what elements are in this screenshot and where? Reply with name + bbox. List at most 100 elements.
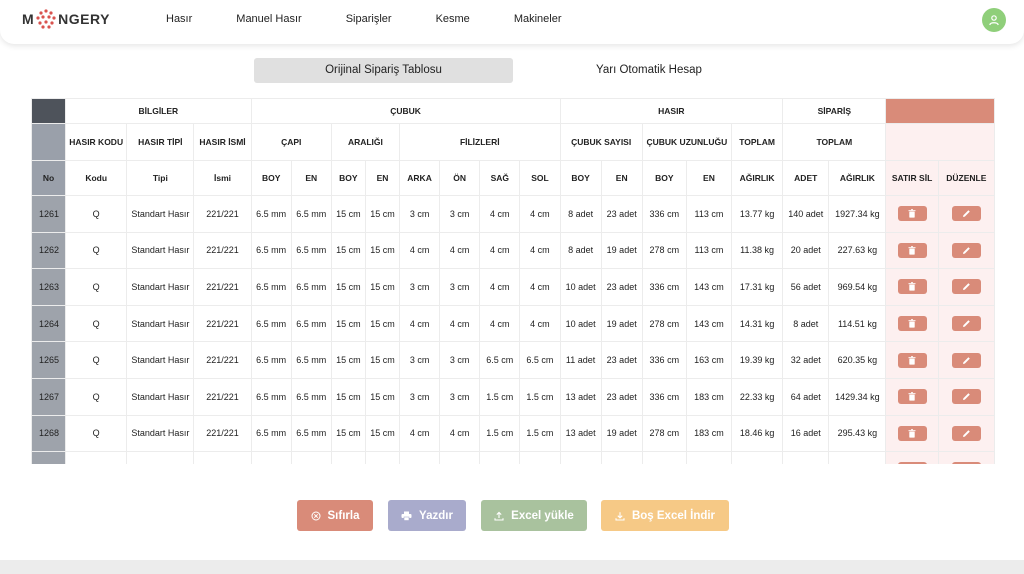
table-cell: 8 adet [559, 195, 602, 233]
delete-row-button[interactable] [897, 352, 927, 368]
table-cell: 295.43 kg [828, 414, 887, 453]
edit-row-button[interactable] [951, 425, 981, 441]
delete-row-button[interactable] [897, 279, 927, 295]
table-cell: 6.5 mm [290, 268, 332, 306]
column-header-cap-boy: BOY [250, 160, 292, 196]
table-cell: 19 adet [600, 414, 643, 453]
table-cell: 8 adet [559, 231, 602, 270]
table-cell: 788 adet [782, 451, 830, 464]
table-cell: 221/221 [193, 231, 252, 270]
table-cell: 221/221 [193, 377, 252, 416]
edit-row-button[interactable] [951, 242, 981, 258]
edit-row-button[interactable] [951, 279, 981, 295]
table-cell: 278 cm [641, 414, 687, 453]
table-cell: 4 cm [519, 195, 561, 233]
tab-orijinal-siparis-tablosu[interactable]: Orijinal Sipariş Tablosu [254, 58, 513, 83]
table-cell: 6.5 mm [250, 195, 292, 233]
trash-icon [908, 246, 916, 255]
delete-row-button[interactable] [897, 425, 927, 441]
table-cell: 23 adet [600, 341, 643, 379]
table-cell: 6.5 mm [290, 195, 332, 233]
printer-icon [401, 511, 412, 521]
edit-row-button[interactable] [951, 316, 981, 332]
nav-item-makineler[interactable]: Makineler [513, 13, 562, 25]
brand-logo[interactable]: M NGERY [22, 6, 110, 32]
table-cell: 56 adet [782, 268, 830, 306]
column-header-kodu: Kodu [65, 160, 128, 196]
delete-cell [885, 304, 939, 343]
delete-row-button[interactable] [897, 206, 927, 222]
column-header-satir-sil: SATIR SİL [885, 160, 939, 196]
row-number-cell: 1261 [31, 195, 67, 233]
brand-name-right: NGERY [58, 11, 110, 27]
edit-row-button[interactable] [951, 352, 981, 368]
delete-row-button[interactable] [897, 389, 927, 405]
table-cell [439, 451, 481, 464]
nav-item-manuel-hasir[interactable]: Manuel Hasır [236, 13, 302, 25]
table-cell: 8 adet [782, 304, 830, 343]
edit-row-button[interactable] [951, 462, 981, 464]
delete-row-button[interactable] [897, 462, 927, 464]
subheader-siparis-toplam: TOPLAM [782, 123, 887, 161]
reset-button[interactable]: Sıfırla [297, 500, 373, 531]
table-cell: 6.5 mm [250, 231, 292, 270]
edit-row-button[interactable] [951, 206, 981, 222]
delete-row-button[interactable] [897, 242, 927, 258]
user-icon [989, 15, 999, 26]
edit-cell [937, 268, 995, 306]
table-cell: Standart Hasır [126, 451, 195, 464]
subheader-cubuk-uzunlugu: ÇUBUK UZUNLUĞU [641, 123, 733, 161]
table-cell: 16 adet [782, 414, 830, 453]
table-cell: 15 cm [364, 414, 401, 453]
delete-cell [885, 268, 939, 306]
upload-excel-button[interactable]: Excel yükle [481, 500, 587, 531]
table-cell: 4 cm [399, 304, 441, 343]
nav-item-hasir[interactable]: Hasır [166, 13, 193, 25]
action-bar: Sıfırla Yazdır Excel yükle Boş Excel İnd… [0, 500, 1024, 532]
actions-column-header-top [885, 98, 995, 124]
nav-item-kesme[interactable]: Kesme [435, 13, 470, 25]
table-cell: 4 cm [479, 195, 521, 233]
user-menu-button[interactable] [982, 8, 1006, 32]
download-empty-excel-label: Boş Excel İndir [631, 509, 716, 522]
table-cell [641, 451, 687, 464]
download-icon [615, 511, 625, 521]
table-cell: 143 cm [685, 304, 733, 343]
download-empty-excel-button[interactable]: Boş Excel İndir [601, 500, 729, 531]
row-number-cell: 1264 [31, 304, 67, 343]
table-cell: Standart Hasır [126, 377, 195, 416]
table-cell: 3 cm [439, 377, 481, 416]
edit-row-button[interactable] [951, 389, 981, 405]
column-header-siparis-agirlik: AĞIRLIK [828, 160, 887, 196]
table-cell: 18.46 kg [730, 414, 784, 453]
row-number-cell: 1265 [31, 341, 67, 379]
table-cell: 6.5 mm [250, 304, 292, 343]
subheader-toplam: TOPLAM [730, 123, 784, 161]
table-cell: 3 cm [399, 341, 441, 379]
group-header-bilgiler: BİLGİLER [65, 98, 252, 124]
header-row-columns: No Kodu Tipi İsmi BOY EN BOY EN ARKA ÖN … [31, 160, 995, 196]
trash-icon [908, 209, 916, 218]
column-header-uzunluk-en: EN [685, 160, 733, 196]
delete-cell [885, 414, 939, 453]
upload-excel-label: Excel yükle [511, 509, 574, 522]
table-row: 1263 Q Standart Hasır 221/221 6.5 mm 6.5 mm 15… [31, 268, 995, 306]
delete-row-button[interactable] [897, 316, 927, 332]
table-cell: Standart Hasır [126, 414, 195, 453]
print-button[interactable]: Yazdır [388, 500, 466, 531]
table-cell: 15 cm [330, 304, 366, 343]
table-cell: 15 cm [330, 451, 366, 464]
table-cell: 6.5 mm [290, 304, 332, 343]
column-header-toplam-agirlik: AĞIRLIK [730, 160, 784, 196]
tab-yari-otomatik-hesap[interactable]: Yarı Otomatik Hesap [596, 64, 702, 76]
table-cell [193, 451, 252, 464]
no-column-header-mid [31, 123, 67, 161]
table-cell: 6.5 mm [290, 451, 332, 464]
table-cell: Standart Hasır [126, 304, 195, 343]
table-cell: 2.5 cm [519, 451, 561, 464]
column-header-sayi-boy: BOY [559, 160, 602, 196]
order-table-container[interactable]: BİLGİLER ÇUBUK HASIR SİPARİŞ HASIR KODU … [31, 98, 995, 464]
table-cell: 278 cm [641, 231, 687, 270]
nav-item-siparisler[interactable]: Siparişler [345, 13, 392, 25]
table-cell: 3 cm [399, 377, 441, 416]
